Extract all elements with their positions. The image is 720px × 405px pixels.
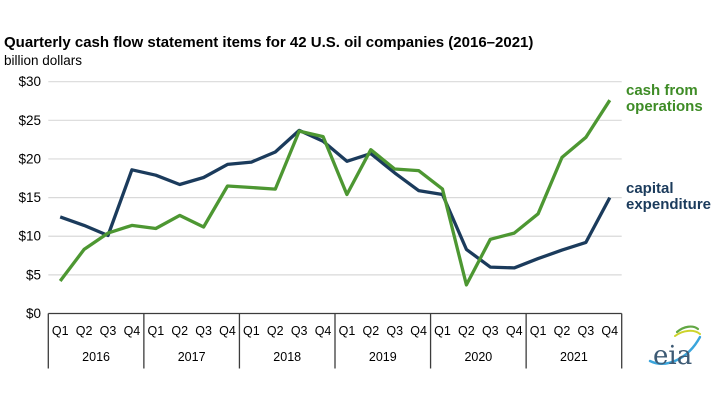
x-quarter-label: Q2	[554, 324, 571, 338]
y-tick-label: $10	[18, 229, 41, 244]
eia-logo: eia	[648, 325, 702, 371]
x-quarter-label: Q2	[267, 324, 284, 338]
eia-swoosh-yellow-icon	[674, 329, 701, 337]
x-quarter-label: Q3	[578, 324, 595, 338]
x-quarter-label: Q1	[339, 324, 356, 338]
x-year-label: 2021	[560, 350, 588, 364]
x-year-label: 2020	[464, 350, 492, 364]
x-year-label: 2019	[369, 350, 397, 364]
x-quarter-label: Q3	[100, 324, 117, 338]
x-quarter-label: Q4	[219, 324, 236, 338]
y-tick-label: $25	[18, 113, 41, 128]
x-quarter-label: Q3	[482, 324, 499, 338]
x-year-label: 2018	[273, 350, 301, 364]
legend-cash-from-operations: cash from operations	[626, 82, 703, 115]
page-title: Quarterly cash flow statement items for …	[4, 34, 534, 51]
x-quarter-label: Q2	[362, 324, 379, 338]
x-quarter-label: Q4	[124, 324, 141, 338]
x-quarter-label: Q1	[243, 324, 260, 338]
x-quarter-label: Q1	[530, 324, 547, 338]
axis-unit-label: billion dollars	[4, 53, 83, 68]
x-quarter-label: Q1	[434, 324, 451, 338]
y-tick-label: $30	[18, 74, 41, 89]
x-quarter-label: Q1	[147, 324, 164, 338]
eia-swoosh-blue-icon	[648, 335, 702, 365]
series-line-capital-expenditure	[59, 128, 612, 270]
eia-swoosh-green-icon	[675, 325, 700, 334]
x-quarter-label: Q4	[506, 324, 523, 338]
x-quarter-label: Q3	[195, 324, 212, 338]
x-quarter-label: Q1	[52, 324, 69, 338]
x-quarter-label: Q4	[601, 324, 618, 338]
x-quarter-label: Q3	[386, 324, 403, 338]
y-tick-label: $15	[18, 190, 41, 205]
x-quarter-label: Q4	[315, 324, 332, 338]
eia-logo-text: eia	[653, 341, 692, 371]
x-quarter-label: Q2	[171, 324, 188, 338]
x-year-label: 2017	[178, 350, 206, 364]
x-quarter-label: Q3	[291, 324, 308, 338]
x-quarter-label: Q4	[410, 324, 427, 338]
legend-capital-expenditure: capital expenditure	[626, 180, 712, 213]
x-quarter-label: Q2	[76, 324, 93, 338]
x-quarter-label: Q2	[458, 324, 475, 338]
series-line-cash-from-operations	[58, 99, 612, 287]
y-tick-label: $0	[26, 306, 41, 321]
y-tick-label: $5	[26, 267, 41, 282]
x-year-label: 2016	[82, 350, 110, 364]
y-tick-label: $20	[18, 151, 41, 166]
